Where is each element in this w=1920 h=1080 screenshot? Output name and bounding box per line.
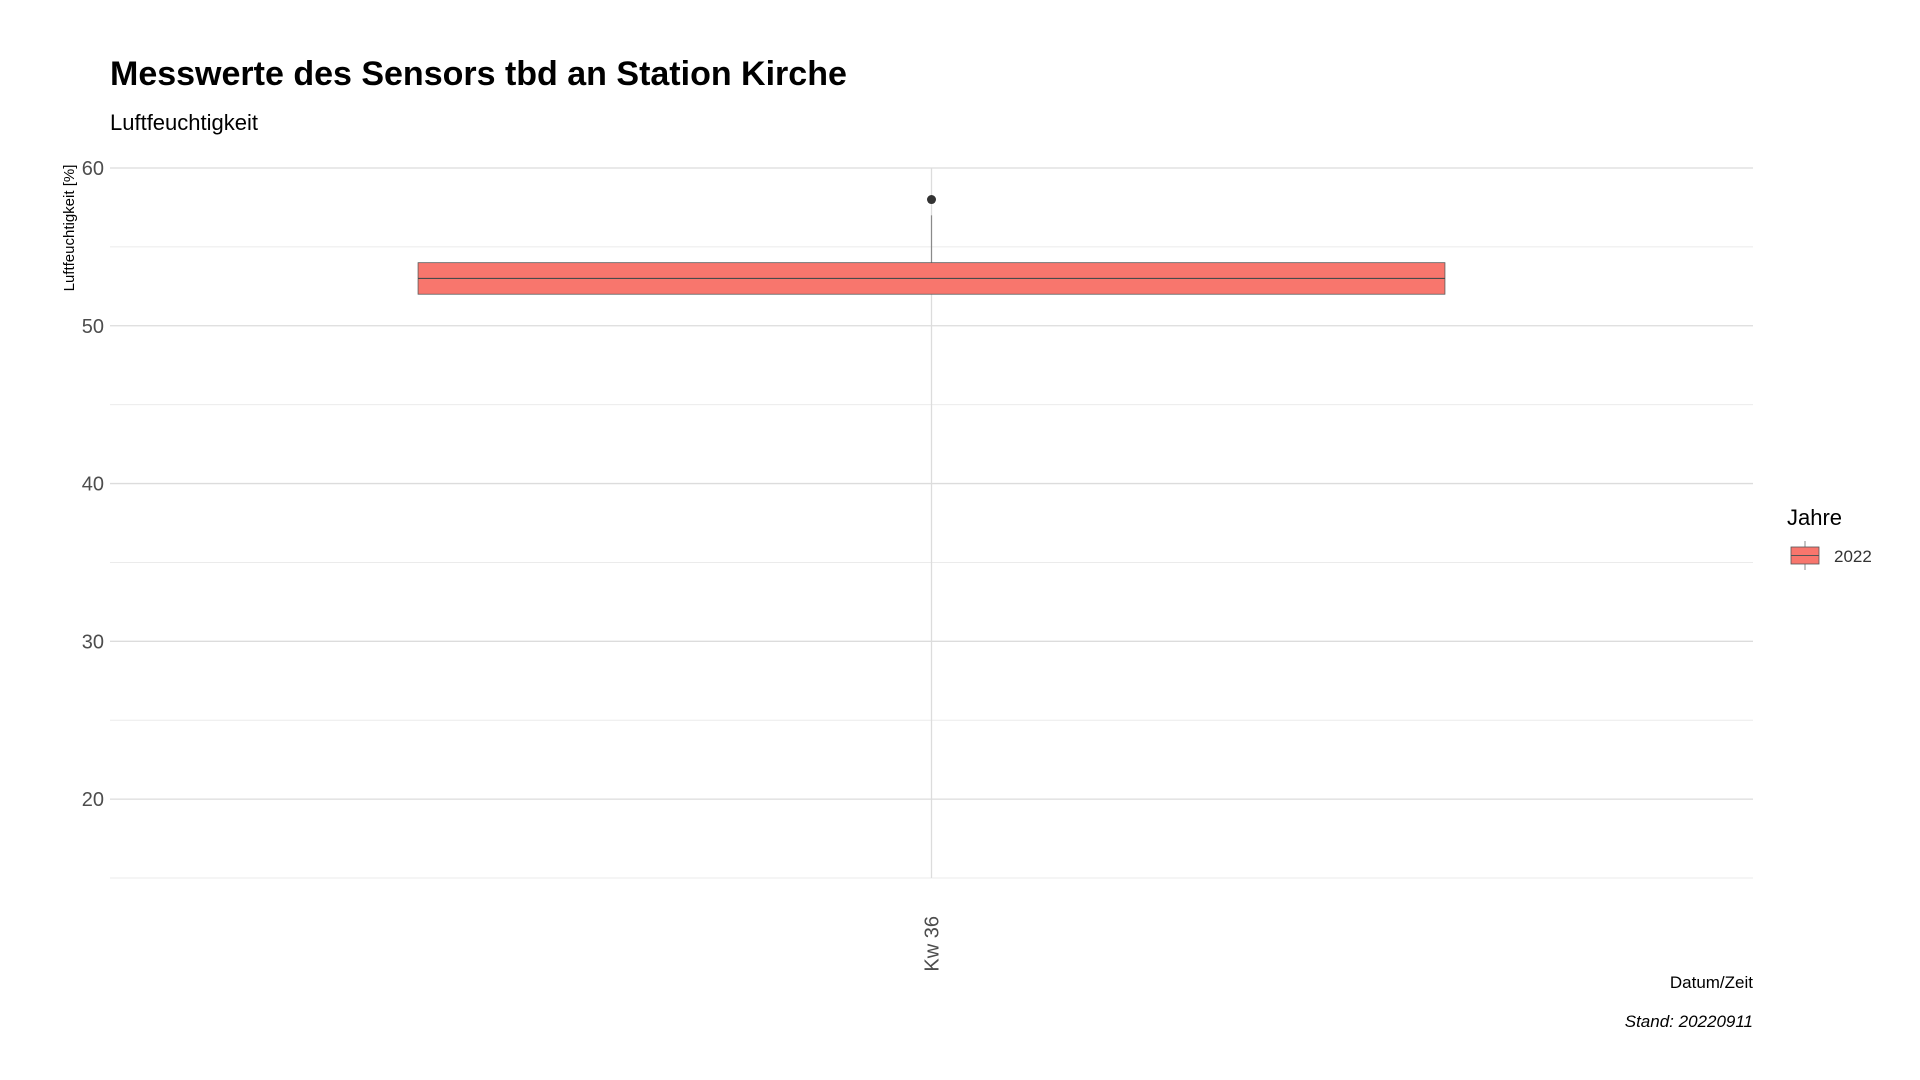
y-tick-label-30: 30 [82, 631, 104, 653]
y-tick-label-40: 40 [82, 474, 104, 496]
y-tick-label-60: 60 [82, 158, 104, 180]
x-tick-label-0: Kw 36 [922, 916, 944, 972]
legend-label-2022: 2022 [1834, 547, 1872, 566]
box-layer [417, 195, 1446, 295]
x-axis-label: Datum/Zeit [1670, 973, 1753, 992]
legend: Jahre 2022 [1787, 505, 1872, 570]
y-tick-label-20: 20 [82, 789, 104, 811]
legend-key-2022 [1790, 541, 1820, 570]
legend-title: Jahre [1787, 505, 1842, 530]
outlier-point-0 [927, 195, 936, 205]
chart-title: Messwerte des Sensors tbd an Station Kir… [110, 55, 847, 93]
box-2022-0 [417, 195, 1446, 295]
y-tick-label-50: 50 [82, 316, 104, 338]
chart-subtitle: Luftfeuchtigkeit [110, 110, 258, 135]
y-axis-label: Luftfeuchtigkeit [%] [61, 165, 78, 292]
axis-layer: 20 30 40 50 60 Kw 36 [82, 158, 944, 972]
chart-caption: Stand: 20220911 [1625, 1012, 1753, 1031]
